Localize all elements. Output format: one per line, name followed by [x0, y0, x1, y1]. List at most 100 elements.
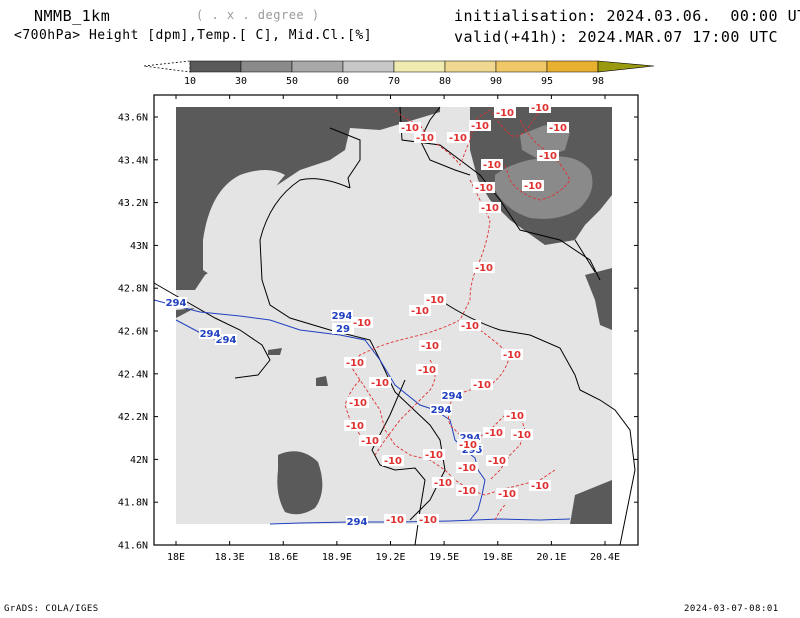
- valid-time-label: valid(+41h): 2024.MAR.07 17:00 UTC: [454, 28, 779, 46]
- contour-label: 294: [216, 335, 237, 346]
- lat-label: 42.8N: [118, 284, 148, 295]
- contour-label: -10: [346, 358, 364, 369]
- footer-timestamp: 2024-03-07-08:01: [684, 604, 779, 614]
- contour-label: 294: [460, 433, 481, 444]
- contour-label: -10: [411, 306, 429, 317]
- contour-label: -10: [496, 108, 514, 119]
- footer-credit: GrADS: COLA/IGES: [4, 604, 99, 614]
- contour-label: -10: [426, 295, 444, 306]
- contour-label-bg: [424, 294, 446, 305]
- colorbar-box: [291, 60, 344, 73]
- lon-label: 19.8E: [483, 552, 513, 563]
- colorbar-tick-label: 30: [235, 76, 247, 87]
- colorbar-tick-label: 80: [439, 76, 451, 87]
- contour-label: 294: [166, 298, 187, 309]
- colorbar-box: [342, 60, 395, 73]
- contour-label: -10: [475, 183, 493, 194]
- colorbar-tick-label: 70: [388, 76, 400, 87]
- contour-label-bg: [199, 328, 221, 339]
- contour-label: -10: [401, 123, 419, 134]
- lon-label: 18E: [167, 552, 185, 563]
- contour-label: 294: [431, 405, 452, 416]
- contour-label: -10: [485, 428, 503, 439]
- contour-label: -10: [353, 318, 371, 329]
- contour-label-bg: [423, 449, 445, 460]
- colorbar-box: [189, 60, 242, 73]
- contour-label-bg: [430, 404, 452, 415]
- colorbar-tick-label: 60: [337, 76, 349, 87]
- colorbar-low-arrow: [143, 60, 191, 73]
- contour-label-bg: [441, 390, 463, 401]
- contour-label-bg: [457, 439, 479, 450]
- contour-label-bg: [399, 122, 421, 133]
- lat-label: 41.8N: [118, 498, 148, 509]
- contour-label-bg: [473, 262, 495, 273]
- contour-label: -10: [506, 411, 524, 422]
- model-title: NMMB_1km: [34, 7, 111, 25]
- lat-label: 43N: [130, 241, 148, 252]
- contour-label: -10: [346, 421, 364, 432]
- contour-label: -10: [513, 430, 531, 441]
- contour-label: -10: [449, 133, 467, 144]
- contour-label-bg: [417, 514, 439, 525]
- colorbar: 10 30 50 60 70 80 90 95 98: [143, 60, 655, 87]
- colorbar-tick-label: 95: [541, 76, 553, 87]
- contour-label: -10: [524, 181, 542, 192]
- lat-label: 41.6N: [118, 541, 148, 552]
- contour-label-bg: [416, 364, 438, 375]
- lat-label: 42N: [130, 455, 148, 466]
- lat-label: 43.4N: [118, 155, 148, 166]
- contour-label: -10: [498, 489, 516, 500]
- lon-label: 18.6E: [268, 552, 298, 563]
- contour-label: -10: [531, 481, 549, 492]
- contour-label: -10: [459, 440, 477, 451]
- contour-label-bg: [486, 455, 508, 466]
- contour-label: -10: [386, 515, 404, 526]
- contour-label: -10: [419, 515, 437, 526]
- lat-label: 43.6N: [118, 113, 148, 124]
- lat-label: 42.6N: [118, 327, 148, 338]
- colorbar-box: [393, 60, 446, 73]
- contour-label: -10: [425, 450, 443, 461]
- cloud-patch-se: [570, 480, 612, 524]
- cloud-patch-e: [585, 268, 612, 330]
- contour-label-bg: [483, 427, 505, 438]
- contour-label: 29: [336, 324, 350, 335]
- contour-label-bg: [447, 132, 469, 143]
- colorbar-tick-label: 10: [184, 76, 196, 87]
- contour-label-bg: [331, 310, 353, 321]
- contour-label-bg: [369, 377, 391, 388]
- colorbar-box: [546, 60, 599, 73]
- contour-label-bg: [459, 432, 481, 443]
- contour-label-bg: [471, 379, 493, 390]
- contour-label: -10: [384, 456, 402, 467]
- outside-data-w: [154, 95, 176, 545]
- contour-label: 294: [442, 391, 463, 402]
- lat-label: 42.2N: [118, 412, 148, 423]
- contour-label: -10: [421, 341, 439, 352]
- contour-label-bg: [409, 305, 431, 316]
- contour-label: -10: [483, 160, 501, 171]
- colorbar-box: [444, 60, 497, 73]
- contour-label-bg: [537, 150, 559, 161]
- contour-label-bg: [529, 480, 551, 491]
- contour-label-bg: [456, 462, 478, 473]
- contour-label-bg: [473, 182, 495, 193]
- contour-label: -10: [549, 123, 567, 134]
- outside-data-s: [154, 524, 638, 545]
- lon-label: 20.1E: [536, 552, 566, 563]
- contour-label-bg: [414, 132, 436, 143]
- contour-label: -10: [434, 478, 452, 489]
- contour-label-bg: [344, 357, 366, 368]
- lat-label: 42.4N: [118, 369, 148, 380]
- contour-label: -10: [361, 436, 379, 447]
- lon-label: 19.5E: [429, 552, 459, 563]
- contour-label: -10: [471, 121, 489, 132]
- contour-label: -10: [481, 203, 499, 214]
- contour-label-bg: [344, 420, 366, 431]
- contour-label: 294: [200, 329, 221, 340]
- contour-label-bg: [469, 120, 491, 131]
- lon-label: 18.3E: [215, 552, 245, 563]
- contour-label: -10: [416, 133, 434, 144]
